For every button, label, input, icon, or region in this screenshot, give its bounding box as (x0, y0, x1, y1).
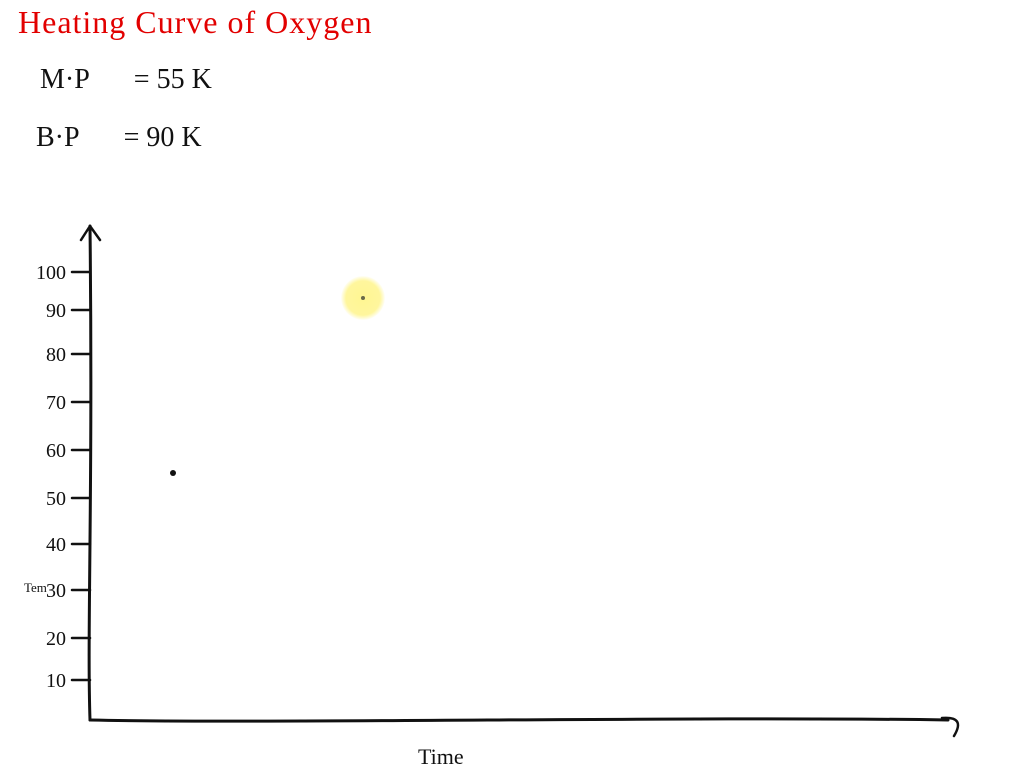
whiteboard-canvas: Heating Curve of Oxygen M·P = 55 K B·P = 9… (0, 0, 1024, 768)
mp-note: M·P = 55 K (40, 64, 212, 96)
bp-value: = 90 K (124, 122, 202, 153)
svg-text:80: 80 (46, 344, 66, 366)
svg-text:70: 70 (46, 392, 66, 414)
svg-text:40: 40 (46, 534, 66, 556)
svg-text:20: 20 (46, 628, 66, 650)
svg-text:10: 10 (46, 670, 66, 692)
bp-label: B·P (36, 122, 80, 153)
axes-group: 10 20 30Tem 40 50 60 70 80 90 100 (24, 226, 958, 736)
plotted-point (170, 470, 176, 476)
x-axis-label: Time (418, 744, 464, 768)
svg-text:60: 60 (46, 440, 66, 462)
svg-text:Tem: Tem (24, 580, 47, 595)
bp-note: B·P = 90 K (36, 122, 202, 154)
mp-label: M·P (40, 64, 90, 95)
heating-curve-chart: 10 20 30Tem 40 50 60 70 80 90 100 (8, 210, 988, 768)
svg-text:90: 90 (46, 300, 66, 322)
svg-text:50: 50 (46, 488, 66, 510)
cursor-highlight-dot (361, 296, 365, 300)
svg-text:100: 100 (36, 262, 66, 284)
cursor-highlight (341, 276, 385, 320)
chart-title: Heating Curve of Oxygen (18, 4, 372, 41)
svg-text:30: 30 (46, 580, 66, 602)
mp-value: = 55 K (134, 64, 212, 95)
